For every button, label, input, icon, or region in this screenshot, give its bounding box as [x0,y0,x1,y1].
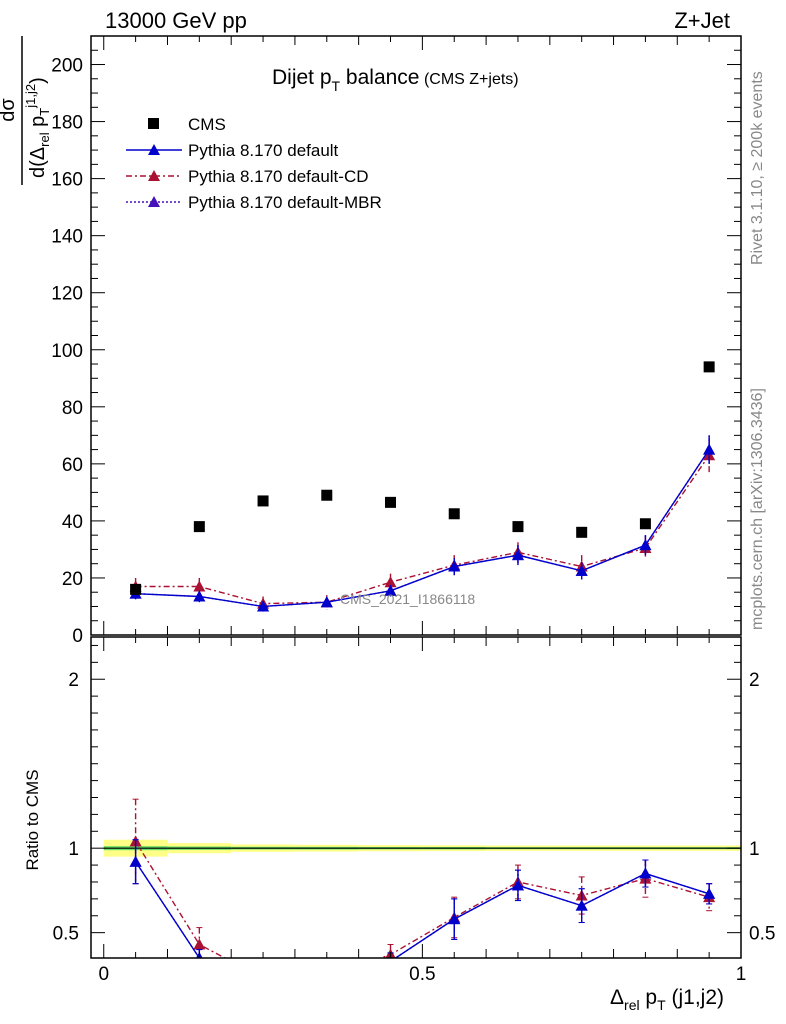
legend: CMS Pythia 8.170 default Pythia 8.170 defa… [126,115,382,212]
y-tick-label: 140 [51,227,83,248]
series-marker [193,580,206,592]
series-marker [703,443,716,455]
ratio-series-line [135,861,710,958]
ratio-y-tick-label-right: 2 [749,670,760,691]
process-label: Z+Jet [674,8,730,33]
main-panel: 0 20 40 60 80 100 120 140 160 180 200 [51,35,742,647]
series-marker [320,596,333,608]
y-tick-label: 80 [62,398,83,419]
legend-marker [148,170,160,181]
rivet-label: Rivet 3.1.10, ≥ 200k events [749,71,766,265]
y-tick-label: 160 [51,170,83,191]
ratio-marker [448,913,461,925]
ratio-marker [257,976,269,987]
data-point [130,583,142,595]
data-point [639,518,651,530]
legend-marker [148,144,160,155]
data-point [576,526,588,538]
ratio-y-axis-label: Ratio to CMS [23,769,42,870]
y-tick-label: 200 [51,56,83,77]
legend-label: Pythia 8.170 default [188,141,339,160]
ratio-marker [639,867,652,879]
series-marker [639,539,652,551]
data-point [257,495,269,507]
ratio-y-tick-label: 2 [68,670,79,691]
ratio-y-tick-label-right: 1 [749,839,760,860]
energy-label: 13000 GeV pp [105,8,247,33]
ratio-y-tick-label: 1 [68,839,79,860]
legend-label: CMS [188,115,226,134]
data-point [448,508,460,520]
ratio-frame [90,636,742,959]
data-point [193,521,205,533]
series-line [135,454,710,605]
y-tick-label: 120 [51,284,83,305]
ratio-panel: 0.5 0.51 12 20 0.5 1 [53,636,775,987]
ratio-y-tick-label-right: 0.5 [749,924,775,945]
y-tick-label: 40 [62,512,83,533]
legend-marker [148,196,160,207]
legend-label: Pythia 8.170 default-CD [188,167,369,186]
x-tick-label: 0 [98,964,109,985]
x-tick-label: 0.5 [409,964,435,985]
legend-marker-cms [148,118,159,129]
ratio-marker [129,855,142,867]
ratio-marker [511,879,524,891]
svg-text:Δrel pT (j1,j2): Δrel pT (j1,j2) [610,986,724,1013]
ratio-y-tick-label: 0.5 [53,924,79,945]
data-point [385,496,397,508]
series-line [135,449,710,608]
series-marker [257,600,270,612]
ratio-marker [575,899,588,911]
main-title: Dijet pT balance (CMS Z+jets) [272,66,519,94]
series-marker [575,564,588,576]
series-marker [384,576,397,588]
y-tick-label: 60 [62,455,83,476]
series-line [135,449,710,608]
y-tick-label: 0 [72,626,83,647]
data-point [512,521,524,533]
data-point [703,361,715,373]
svg-text:d(Δrel pTj1,j2): d(Δrel pTj1,j2) [23,77,52,178]
svg-text:dσ: dσ [0,98,19,122]
series-marker [511,549,524,561]
ratio-marker [257,972,269,983]
ratio-series-line [135,841,710,958]
y-tick-label: 180 [51,113,83,134]
x-tick-label: 1 [736,964,747,985]
y-tick-label: 20 [62,569,83,590]
legend-label: Pythia 8.170 default-MBR [188,193,382,212]
y-tick-label: 100 [51,341,83,362]
ratio-series-group [129,798,716,987]
ratio-marker [321,971,333,982]
data-point [321,489,333,501]
watermark: CMS_2021_I1866118 [340,591,475,607]
ratio-marker [321,971,333,982]
x-axis-label: Δrel pT (j1,j2) [610,986,724,1013]
ratio-marker [703,887,716,899]
main-y-axis-label: dσ d(Δrel pTj1,j2) [0,36,52,185]
mcplots-label: mcplots.cern.ch [arXiv:1306.3436] [749,388,766,630]
svg-text:Dijet pT balance (CMS Z+jets): Dijet pT balance (CMS Z+jets) [272,66,519,94]
ratio-marker [193,938,206,950]
ratio-marker [257,976,269,987]
series-marker [384,584,397,596]
series-marker [448,560,461,572]
ratio-marker [321,971,333,982]
series-marker [193,590,206,602]
